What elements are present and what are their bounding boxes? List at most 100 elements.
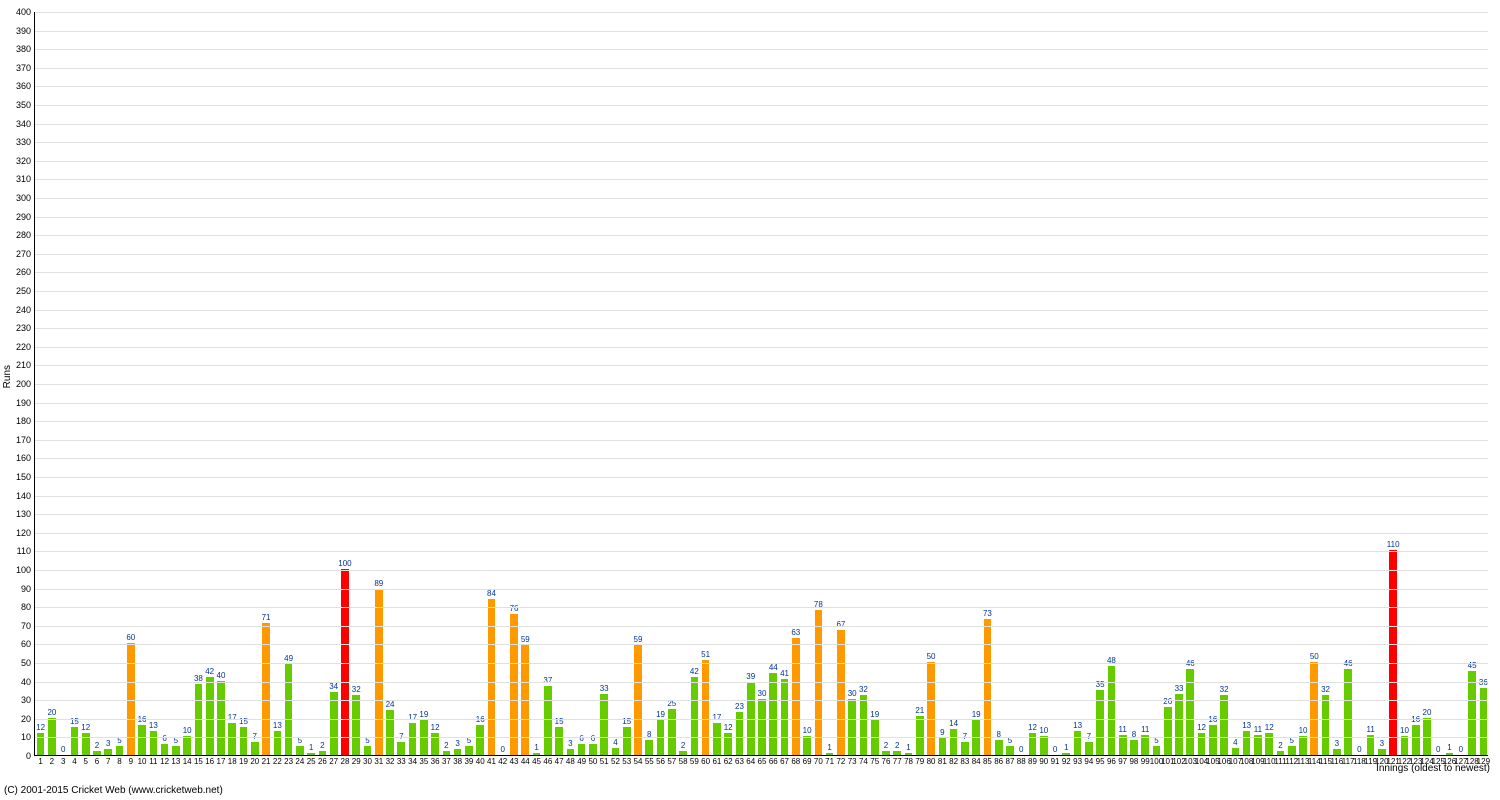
x-tick-label: 68 [791,757,800,766]
grid-line [35,272,1488,273]
grid-line [35,68,1488,69]
bar-rect: 30 [848,699,856,755]
bar-value-label: 0 [501,745,505,754]
bar-value-label: 3 [1380,739,1384,748]
grid-line [35,682,1488,683]
bar-rect: 1 [1446,753,1454,755]
grid-line [35,403,1488,404]
bar-value-label: 12 [724,723,733,732]
bar-rect: 2 [893,751,901,755]
x-tick-label: 82 [949,757,958,766]
x-tick-label: 35 [419,757,428,766]
bar-rect: 3 [567,749,575,755]
bar-value-label: 1 [906,743,910,752]
grid-line [35,421,1488,422]
bar-rect: 14 [950,729,958,755]
bar-rect: 4 [1232,748,1240,755]
bar-rect: 25 [668,709,676,756]
x-tick-label: 66 [769,757,778,766]
bar-rect: 84 [488,599,496,755]
y-tick-label: 230 [16,323,31,333]
y-tick-label: 380 [16,44,31,54]
bar-rect: 12 [37,733,45,755]
x-tick-label: 1 [38,757,42,766]
bar-value-label: 0 [1053,745,1057,754]
bar-value-label: 10 [1400,726,1409,735]
x-tick-label: 58 [679,757,688,766]
grid-line [35,328,1488,329]
y-tick-label: 140 [16,491,31,501]
bar-rect: 12 [1265,733,1273,755]
bar-value-label: 12 [1197,723,1206,732]
y-tick-label: 280 [16,230,31,240]
x-tick-label: 9 [129,757,133,766]
bar-rect: 15 [555,727,563,755]
y-tick-label: 190 [16,398,31,408]
x-tick-label: 31 [374,757,383,766]
grid-line [35,663,1488,664]
y-tick-label: 320 [16,156,31,166]
x-tick-label: 3 [61,757,65,766]
grid-line [35,365,1488,366]
grid-line [35,31,1488,32]
x-tick-label: 2 [50,757,54,766]
x-tick-label: 52 [611,757,620,766]
bar-rect: 17 [713,723,721,755]
bar-value-label: 51 [701,650,710,659]
x-tick-label: 22 [273,757,282,766]
bar-value-label: 20 [1423,708,1432,717]
bar-value-label: 11 [1141,725,1149,734]
bar-rect: 5 [116,746,124,755]
bar-rect: 6 [578,744,586,755]
bar-rect: 7 [251,742,259,755]
y-tick-label: 240 [16,305,31,315]
bar-value-label: 12 [1265,723,1274,732]
bar-rect: 1 [1062,753,1070,755]
x-tick-label: 95 [1096,757,1105,766]
x-tick-label: 29 [352,757,361,766]
bar-value-label: 2 [1278,741,1282,750]
bar-value-label: 1 [1064,743,1068,752]
bar-value-label: 2 [444,741,448,750]
grid-line [35,86,1488,87]
bar-value-label: 11 [1119,725,1127,734]
grid-line [35,291,1488,292]
y-tick-label: 130 [16,509,31,519]
bar-value-label: 13 [273,721,282,730]
x-tick-label: 18 [228,757,237,766]
x-tick-label: 67 [780,757,789,766]
x-tick-label: 80 [927,757,936,766]
y-tick-label: 20 [21,714,31,724]
x-tick-label: 43 [510,757,519,766]
bar-rect: 7 [961,742,969,755]
x-tick-label: 40 [476,757,485,766]
bar-rect: 16 [1412,725,1420,755]
x-tick-label: 84 [972,757,981,766]
y-tick-label: 210 [16,360,31,370]
bar-rect: 15 [71,727,79,755]
grid-line [35,49,1488,50]
bar-value-label: 89 [374,579,383,588]
bar-rect: 12 [1029,733,1037,755]
bar-rect: 17 [409,723,417,755]
x-tick-label: 59 [690,757,699,766]
bar-rect: 5 [1006,746,1014,755]
bar-value-label: 13 [1242,721,1251,730]
x-tick-label: 45 [532,757,541,766]
bar-value-label: 11 [1254,725,1262,734]
x-tick-label: 20 [250,757,259,766]
bar-rect: 33 [1175,694,1183,755]
bar-rect: 17 [228,723,236,755]
bar-rect: 110 [1389,550,1397,755]
x-axis-title: Innings (oldest to newest) [1376,763,1490,774]
grid-line [35,607,1488,608]
bar-rect: 34 [330,692,338,755]
copyright-text: (C) 2001-2015 Cricket Web (www.cricketwe… [4,785,223,796]
bar-rect: 10 [1299,736,1307,755]
bar-value-label: 59 [634,635,643,644]
y-tick-label: 330 [16,137,31,147]
x-tick-label: 36 [431,757,440,766]
bar-rect: 21 [916,716,924,755]
x-tick-label: 21 [262,757,271,766]
x-tick-label: 7 [106,757,110,766]
